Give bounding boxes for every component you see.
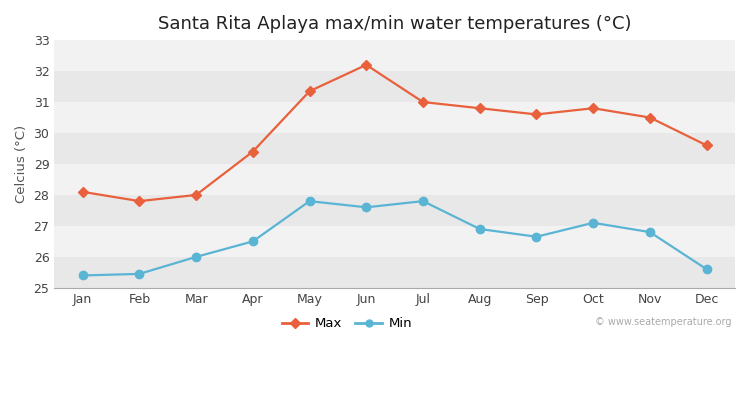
Max [362,62,370,67]
Min [362,205,370,210]
Max [589,106,598,111]
Bar [54,195,735,226]
Min [248,239,257,244]
Max [646,115,655,120]
Bar [54,164,735,195]
Max [78,190,87,194]
Bar [54,102,735,133]
Min [135,272,144,276]
Bar [54,257,735,288]
Min [532,234,541,239]
Legend: Max, Min: Max, Min [277,312,417,336]
Y-axis label: Celcius (°C): Celcius (°C) [15,125,28,203]
Min [702,267,711,272]
Max [476,106,484,111]
Bar [54,40,735,71]
Line: Max: Max [80,62,710,205]
Min [476,227,484,232]
Min [78,273,87,278]
Max [702,143,711,148]
Max [248,149,257,154]
Max [191,192,200,197]
Max [532,112,541,117]
Min [589,220,598,225]
Min [419,199,428,204]
Bar [54,226,735,257]
Bar [54,71,735,102]
Max [419,100,428,104]
Line: Min: Min [79,197,711,280]
Max [305,89,314,94]
Max [135,199,144,204]
Min [646,230,655,234]
Min [305,199,314,204]
Bar [54,133,735,164]
Title: Santa Rita Aplaya max/min water temperatures (°C): Santa Rita Aplaya max/min water temperat… [158,15,632,33]
Text: © www.seatemperature.org: © www.seatemperature.org [595,318,731,328]
Min [191,254,200,259]
